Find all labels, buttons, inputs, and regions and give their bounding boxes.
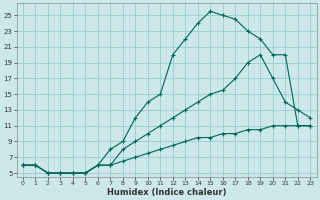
X-axis label: Humidex (Indice chaleur): Humidex (Indice chaleur) (107, 188, 226, 197)
